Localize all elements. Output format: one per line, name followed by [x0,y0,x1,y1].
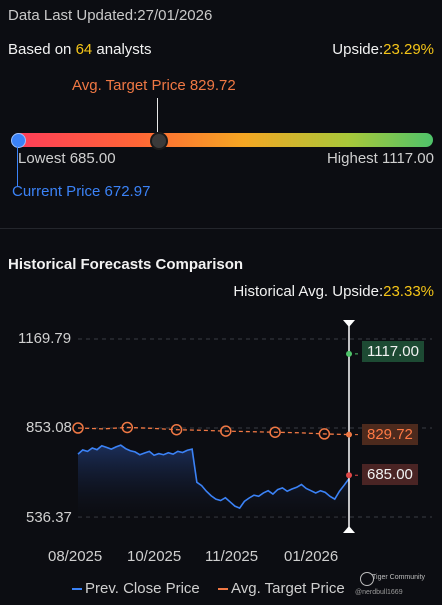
legend-close-label: Prev. Close Price [85,580,200,597]
forecast-top-arrow [343,320,355,327]
analyst-count-line: Based on 64 analysts [8,41,151,58]
upside-value: 23.29% [383,41,434,58]
close-price-area [78,445,349,517]
avg-target-line [77,426,350,436]
last-updated: Data Last Updated:27/01/2026 [8,7,212,24]
legend-target-label: Avg. Target Price [231,580,345,597]
tiger-logo-icon [360,572,374,586]
section-divider [0,228,442,229]
y-tick-label: 853.08 [26,419,72,436]
section-title: Historical Forecasts Comparison [8,256,244,273]
current-price-marker [11,133,26,148]
avg-target-point [220,425,232,437]
brand-label: Tiger Community [372,574,426,581]
avg-target-point [121,421,134,434]
forecast-low-tag: 685.00 [362,464,418,485]
x-tick-label: 11/2025 [205,548,259,565]
y-tick-label: 536.37 [26,509,72,526]
based-suffix: analysts [92,41,152,58]
upside-summary: Upside:23.29% [332,41,434,58]
close-price-line [77,444,350,510]
forecast-avg-tag: 829.72 [362,424,418,445]
avg-target-pointer [157,98,158,132]
legend-close-swatch [72,588,82,591]
legend-target-swatch [218,588,228,591]
based-prefix: Based on [8,41,76,58]
analyst-count: 64 [75,41,93,58]
avg-target-marker [150,132,168,150]
historical-upside-value: 23.33% [383,283,434,300]
avg-target-point [269,426,281,438]
updated-label: Data Last Updated: [8,7,138,24]
highest-label: Highest 1117.00 [326,150,434,167]
watermark: @nerdbull1669 [355,589,403,596]
avg-target-point [318,428,331,440]
historical-upside: Historical Avg. Upside:23.33% [233,283,434,300]
current-price-label: Current Price 672.97 [12,183,151,200]
avg-target-point [170,423,183,436]
historical-upside-label: Historical Avg. Upside: [233,283,384,300]
avg-target-point [72,422,84,434]
forecast-high-tag: 1117.00 [362,341,424,362]
y-tick-label: 1169.79 [18,330,72,347]
x-tick-label: 01/2026 [284,548,339,565]
legend-target[interactable]: Avg. Target Price [218,580,345,597]
current-price-pointer [17,147,18,187]
avg-target-label: Avg. Target Price 829.72 [72,77,236,94]
target-range-bar [12,133,433,147]
legend-close[interactable]: Prev. Close Price [72,580,200,597]
upside-label: Upside: [332,41,384,58]
x-tick-label: 08/2025 [48,548,103,565]
x-tick-label: 10/2025 [127,548,182,565]
lowest-label: Lowest 685.00 [18,150,116,167]
updated-date: 27/01/2026 [137,7,213,24]
forecast-bottom-arrow [343,526,355,533]
